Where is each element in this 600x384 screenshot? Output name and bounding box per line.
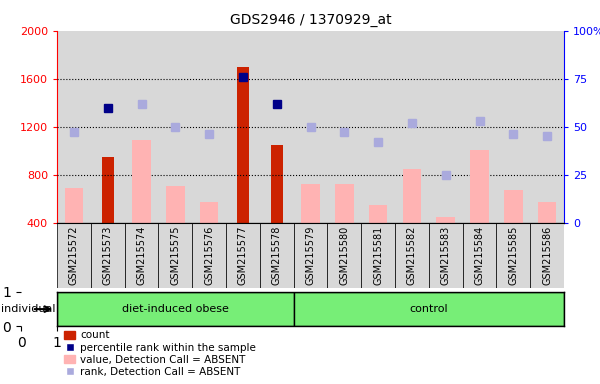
Bar	[504, 190, 523, 223]
Text: GSM215573: GSM215573	[103, 226, 113, 285]
FancyBboxPatch shape	[496, 223, 530, 288]
Bar	[403, 169, 421, 223]
FancyBboxPatch shape	[395, 223, 429, 288]
Text: diet-induced obese: diet-induced obese	[122, 304, 229, 314]
FancyBboxPatch shape	[91, 223, 125, 288]
FancyBboxPatch shape	[463, 223, 496, 288]
Title: GDS2946 / 1370929_at: GDS2946 / 1370929_at	[230, 13, 391, 27]
Text: GSM215581: GSM215581	[373, 226, 383, 285]
Bar	[436, 217, 455, 223]
FancyBboxPatch shape	[57, 292, 293, 326]
Text: GSM215575: GSM215575	[170, 226, 181, 285]
Legend: count, percentile rank within the sample, value, Detection Call = ABSENT, rank, : count, percentile rank within the sample…	[62, 328, 258, 379]
Text: GSM215586: GSM215586	[542, 226, 552, 285]
Bar	[271, 145, 283, 223]
FancyBboxPatch shape	[192, 223, 226, 288]
Bar	[470, 150, 489, 223]
FancyBboxPatch shape	[293, 223, 328, 288]
Bar	[301, 184, 320, 223]
Bar	[369, 205, 388, 223]
Bar	[335, 184, 353, 223]
Bar	[200, 202, 218, 223]
Bar	[166, 186, 185, 223]
Text: GSM215574: GSM215574	[137, 226, 146, 285]
Text: GSM215584: GSM215584	[475, 226, 485, 285]
Text: GSM215580: GSM215580	[340, 226, 349, 285]
Text: GSM215578: GSM215578	[272, 226, 282, 285]
FancyBboxPatch shape	[57, 223, 91, 288]
FancyBboxPatch shape	[260, 223, 293, 288]
FancyBboxPatch shape	[328, 223, 361, 288]
Bar	[65, 188, 83, 223]
Text: GSM215572: GSM215572	[69, 226, 79, 285]
Bar	[538, 202, 556, 223]
Text: GSM215582: GSM215582	[407, 226, 417, 285]
Text: GSM215585: GSM215585	[508, 226, 518, 285]
FancyBboxPatch shape	[429, 223, 463, 288]
Bar	[132, 140, 151, 223]
Text: individual: individual	[1, 304, 56, 314]
FancyBboxPatch shape	[226, 223, 260, 288]
Text: GSM215577: GSM215577	[238, 226, 248, 285]
FancyBboxPatch shape	[530, 223, 564, 288]
Text: GSM215583: GSM215583	[440, 226, 451, 285]
FancyBboxPatch shape	[125, 223, 158, 288]
Text: GSM215576: GSM215576	[204, 226, 214, 285]
FancyBboxPatch shape	[361, 223, 395, 288]
Bar	[237, 67, 249, 223]
FancyBboxPatch shape	[158, 223, 192, 288]
Text: control: control	[409, 304, 448, 314]
Text: GSM215579: GSM215579	[305, 226, 316, 285]
Bar	[102, 157, 113, 223]
FancyBboxPatch shape	[293, 292, 564, 326]
